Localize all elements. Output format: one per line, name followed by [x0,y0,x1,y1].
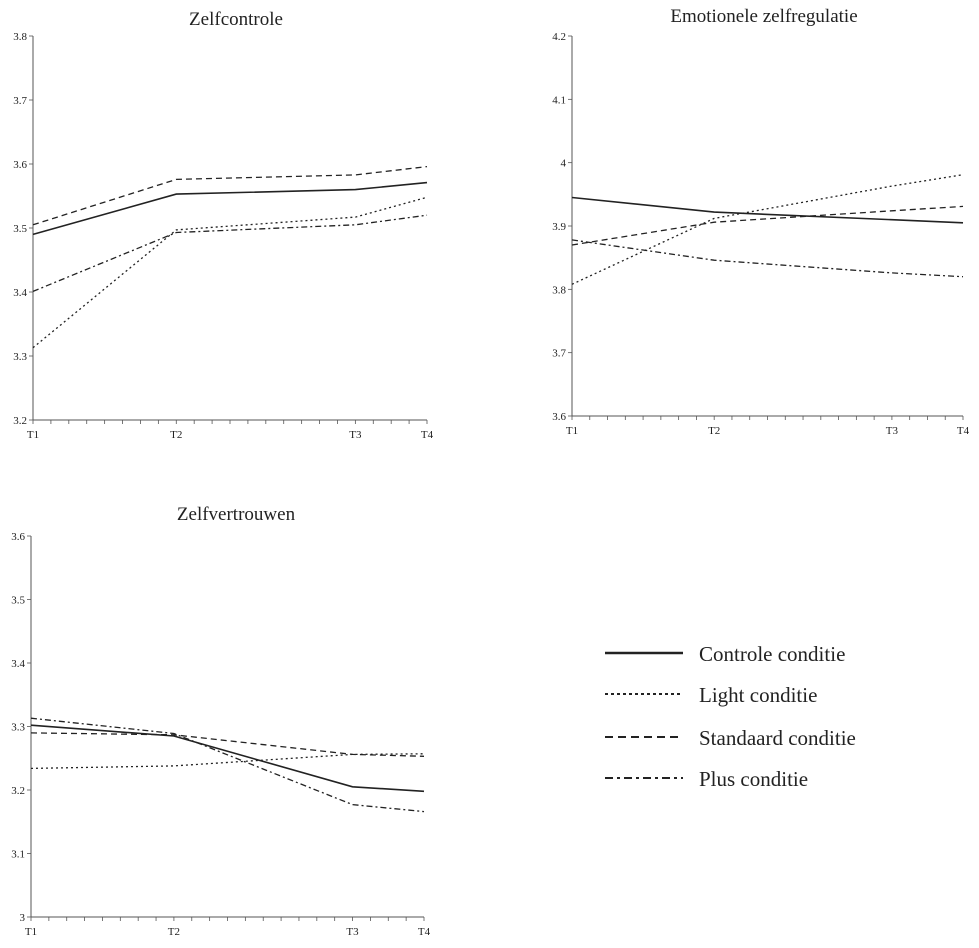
series-line-controle [30,724,425,793]
x-tick-label: T3 [346,926,359,938]
y-tick-label: 4 [561,158,567,170]
y-tick-label: 3.6 [11,531,25,543]
y-tick-label: 3.5 [11,595,25,607]
chart-zelfvertrouwen: Zelfvertrouwen 3 3.1 3.2 3.3 3.4 3.5 3.6 T1 T2 T3… [11,504,430,938]
plot-area-zelfvertrouwen: 3 3.1 3.2 3.3 3.4 3.5 3.6 T1 T2 T3 T4 [11,531,430,938]
chart-zelfcontrole: Zelfcontrole 3.2 3.3 3.4 3.5 3.6 3.7 3.8 T1 T2 T3… [13,9,433,441]
y-tick-label: 4.2 [552,31,566,43]
y-tick-label: 3.5 [13,223,27,235]
series-line-plus [32,214,428,293]
y-tick-label: 3.8 [13,31,27,43]
legend-label-plus: Plus conditie [699,767,808,791]
series-line-controle [32,181,428,236]
y-tick-label: 3.7 [13,95,27,107]
y-tick-label: 3.7 [552,348,566,360]
x-tick-label: T4 [418,926,431,938]
chart-title-emotionele-zelfregulatie: Emotionele zelfregulatie [670,6,857,27]
x-tick-label: T1 [25,926,37,938]
x-tick-label: T3 [886,425,899,437]
legend-item-plus: Plus conditie [605,767,808,791]
y-tick-label: 3.6 [13,159,27,171]
y-tick-label: 3.2 [13,415,27,427]
x-tick-label: T2 [168,926,180,938]
legend: Controle conditie Light conditie Standaa… [605,642,856,791]
y-tick-label: 3.3 [11,722,25,734]
y-tick-label: 3.2 [11,785,25,797]
series-line-plus [30,717,425,813]
series-line-light [571,174,964,285]
y-tick-label: 3.3 [13,351,27,363]
series-line-standaard [30,732,425,757]
series-line-standaard [32,165,428,226]
x-tick-label: T1 [566,425,578,437]
plot-area-zelfcontrole: 3.2 3.3 3.4 3.5 3.6 3.7 3.8 T1 T2 T3 T4 [13,31,433,441]
chart-title-zelfvertrouwen: Zelfvertrouwen [177,504,296,525]
chart-title-zelfcontrole: Zelfcontrole [189,9,283,30]
series-line-light [30,753,425,770]
x-tick-label: T3 [349,429,362,441]
legend-item-controle: Controle conditie [605,642,845,666]
series-line-plus [571,239,964,278]
y-tick-label: 3.8 [552,284,566,296]
chart-emotionele-zelfregulatie: Emotionele zelfregulatie 3.6 3.7 3.8 3.9 4 4.… [552,6,969,437]
x-tick-label: T4 [957,425,970,437]
series-line-light [32,196,428,349]
y-tick-label: 3.1 [11,849,25,861]
x-tick-label: T4 [421,429,434,441]
x-tick-label: T2 [708,425,720,437]
legend-item-light: Light conditie [605,683,817,707]
legend-label-standaard: Standaard conditie [699,726,856,750]
x-tick-label: T1 [27,429,39,441]
y-tick-label: 3.4 [11,658,25,670]
y-tick-label: 3.6 [552,411,566,423]
legend-label-controle: Controle conditie [699,642,845,666]
y-tick-label: 3 [20,912,26,924]
y-tick-label: 3.9 [552,221,566,233]
legend-label-light: Light conditie [699,683,817,707]
y-tick-label: 4.1 [552,94,566,106]
series-line-standaard [571,205,964,246]
x-tick-label: T2 [170,429,182,441]
plot-area-emotionele-zelfregulatie: 3.6 3.7 3.8 3.9 4 4.1 4.2 T1 T2 T3 T4 [552,31,969,437]
y-tick-label: 3.4 [13,287,27,299]
legend-item-standaard: Standaard conditie [605,726,856,750]
